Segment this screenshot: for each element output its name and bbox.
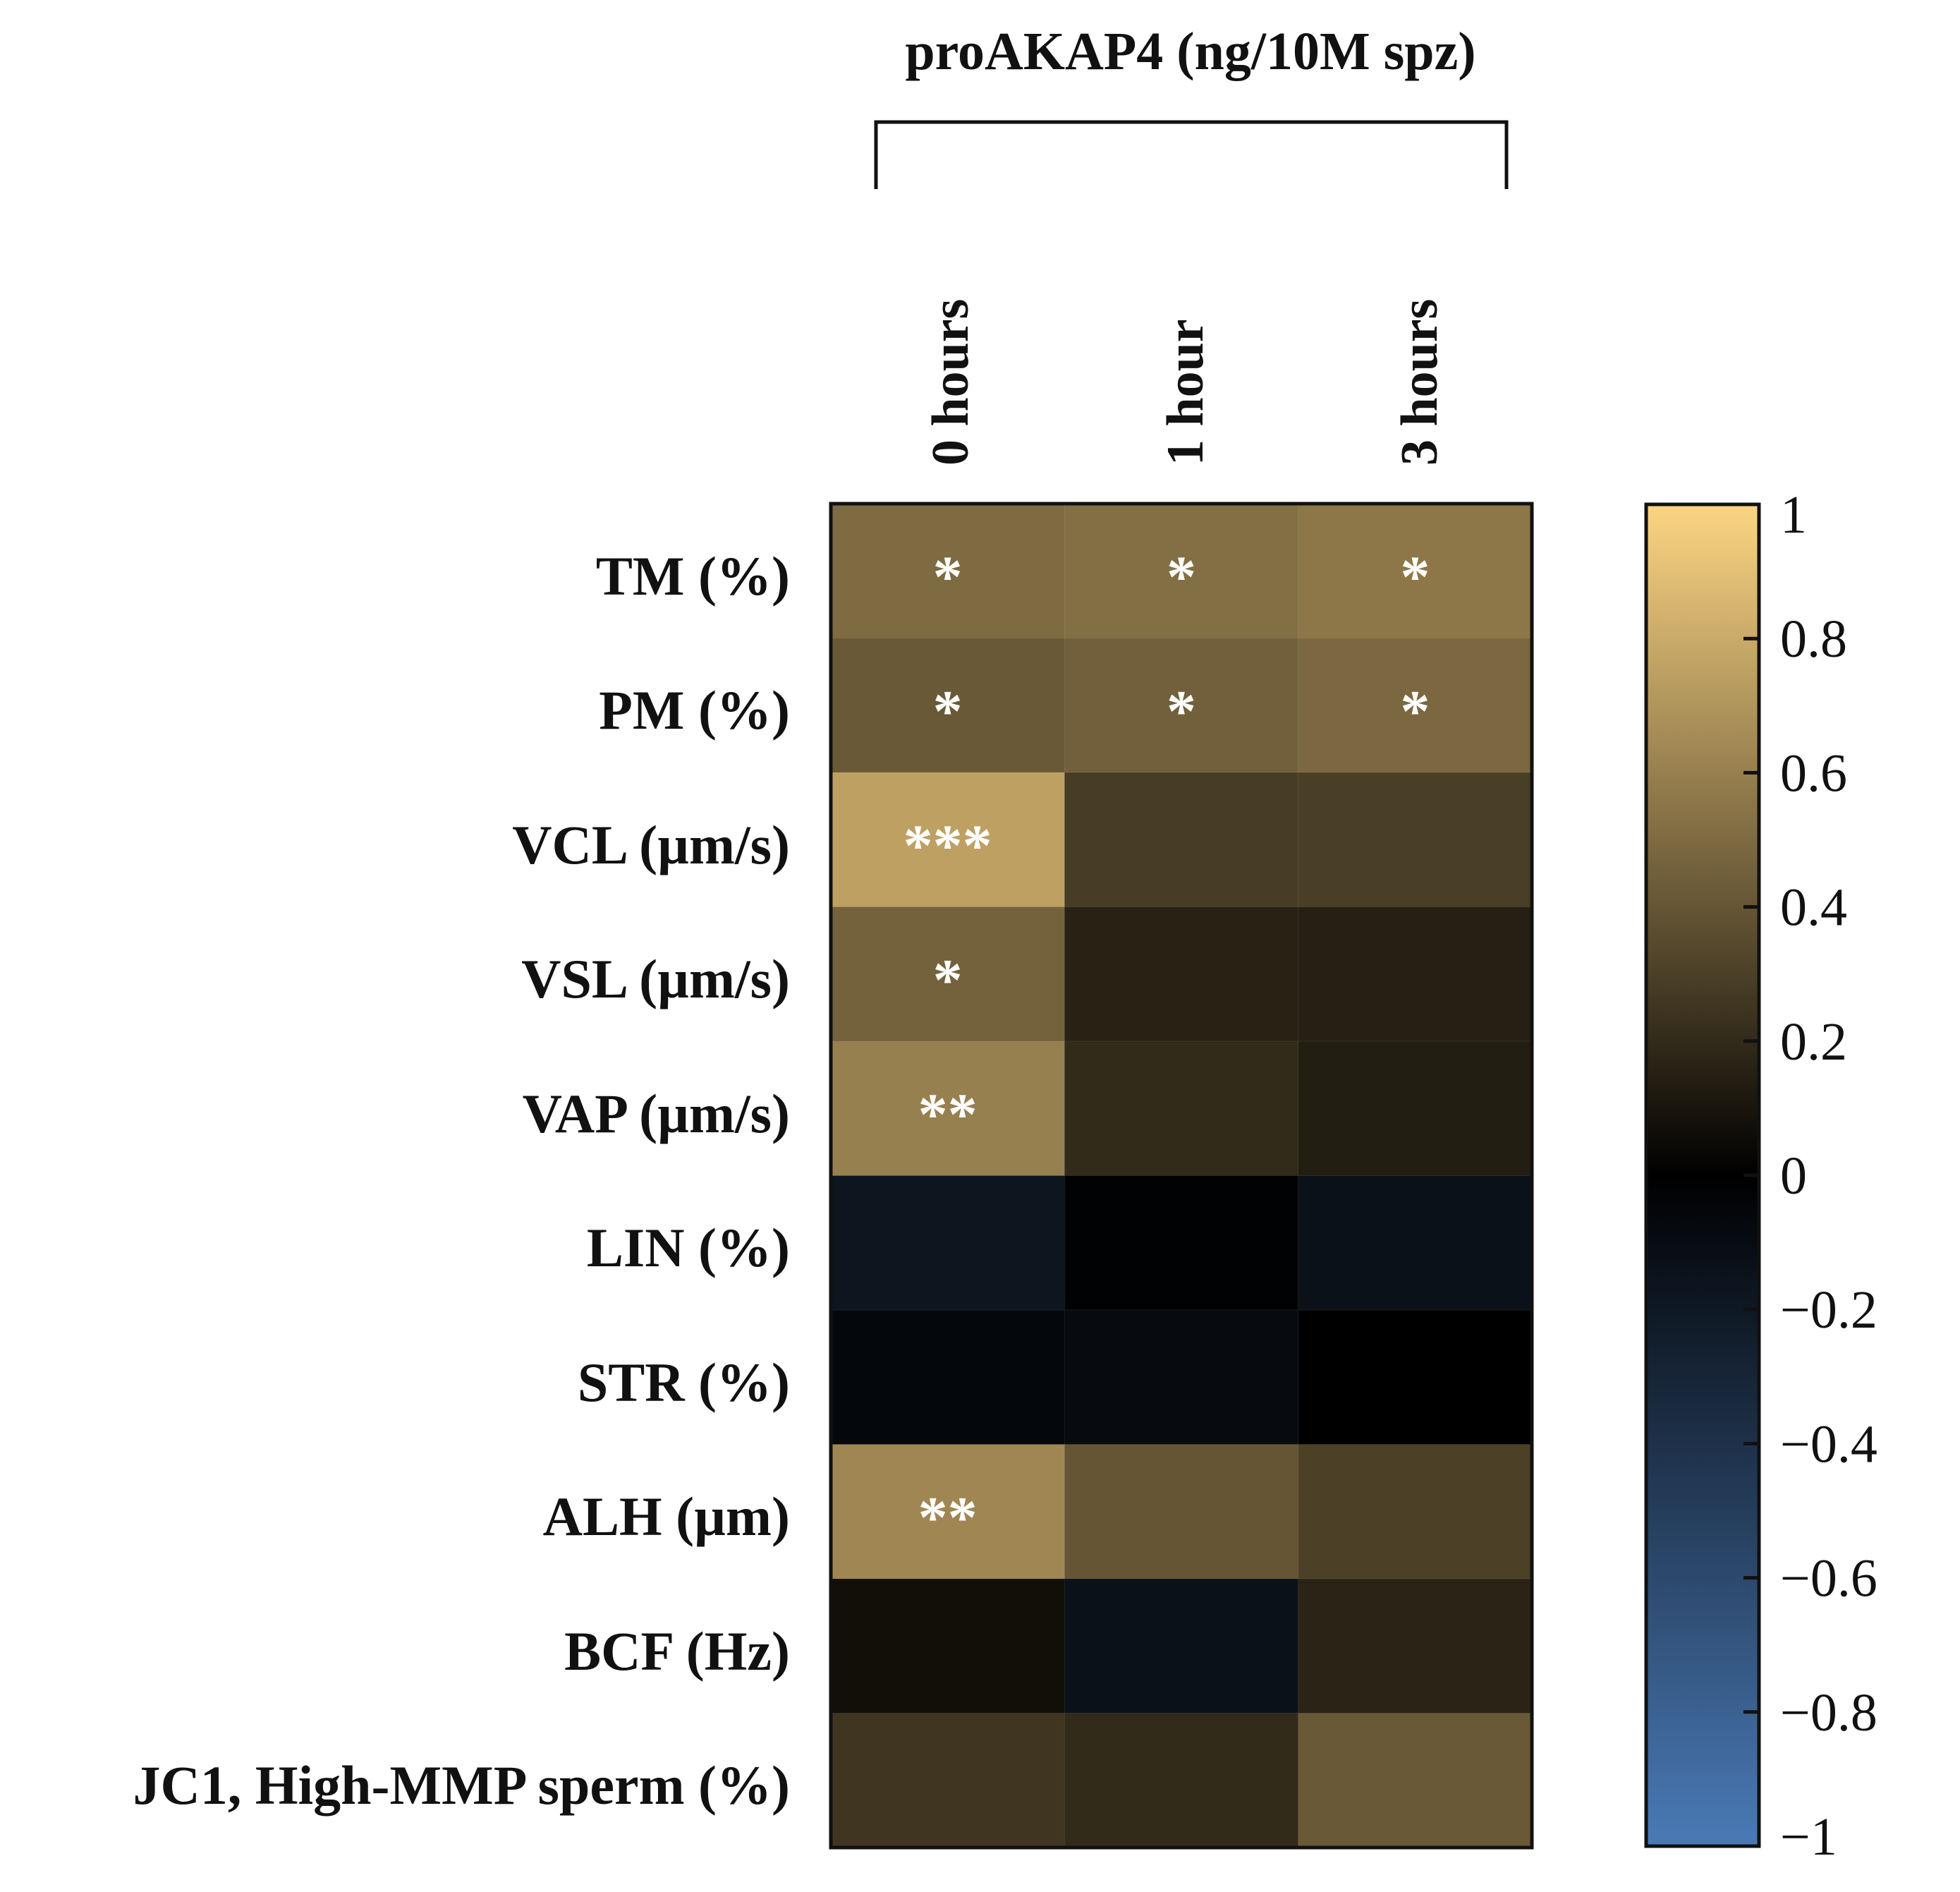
heatmap-border — [829, 502, 1534, 1850]
heatmap-cell — [1298, 1175, 1533, 1311]
significance-mark: * — [1400, 679, 1430, 744]
row-label: LIN (%) — [587, 1217, 790, 1278]
colorbar-tick-label: 0.8 — [1780, 610, 1847, 669]
row-label: VAP (µm/s) — [523, 1083, 790, 1144]
heatmap-cell — [1064, 638, 1299, 773]
colorbar-tick-label: −0.4 — [1780, 1414, 1877, 1474]
colorbar-tick-label: 0.2 — [1780, 1012, 1847, 1072]
heatmap-cell — [830, 1175, 1066, 1311]
significance-marks: * * ** * ********* — [903, 544, 1430, 1551]
heatmap-cell — [1064, 772, 1299, 908]
significance-mark: * — [933, 544, 963, 610]
heatmap-cell — [1298, 638, 1533, 773]
title-bracket — [874, 120, 1509, 189]
chart-title: proAKAP4 (ng/10M spz) — [905, 22, 1475, 81]
row-label: PM (%) — [599, 679, 790, 741]
heatmap-cell — [1298, 1578, 1533, 1714]
column-label: 1 hour — [1157, 319, 1215, 466]
significance-mark: * — [1167, 544, 1196, 610]
colorbar-tick-label: 0.6 — [1780, 744, 1847, 803]
heatmap-cell — [830, 772, 1066, 908]
heatmap-cell — [830, 1309, 1066, 1445]
column-label: 0 hours — [922, 299, 980, 466]
colorbar-ticks — [1743, 636, 1759, 1714]
heatmap-cell — [830, 1041, 1066, 1177]
colorbar-tick-label: 0.4 — [1780, 878, 1847, 938]
colorbar-tick-label: −0.2 — [1780, 1280, 1877, 1340]
significance-mark: * — [933, 947, 963, 1013]
row-label: STR (%) — [578, 1352, 790, 1413]
heatmap-cell — [1064, 1444, 1299, 1579]
heatmap-cell — [830, 906, 1066, 1042]
significance-mark: ** — [918, 1485, 978, 1551]
row-labels: TM (%) PM (%) VCL (µm/s) VSL (µm/s) VAP … — [133, 545, 790, 1816]
heatmap-cells — [830, 503, 1533, 1848]
heatmap-cell — [1064, 906, 1299, 1042]
row-label: VSL (µm/s) — [521, 948, 790, 1009]
significance-mark: * — [1400, 544, 1430, 610]
colorbar-tick-label: 1 — [1780, 485, 1807, 545]
heatmap-cell — [1298, 1713, 1533, 1848]
heatmap-cell — [1064, 1578, 1299, 1714]
significance-mark: * — [933, 679, 963, 744]
significance-mark: ** — [918, 1081, 978, 1147]
colorbar-tick-labels: 1 0.8 0.6 0.4 0.2 0 −0.2 −0.4 −0.6 −0.8 … — [1780, 485, 1877, 1867]
significance-mark: * — [1167, 679, 1196, 744]
row-label: ALH (µm) — [543, 1486, 790, 1547]
column-labels: 0 hours 1 hour 3 hours — [922, 299, 1449, 466]
colorbar-tick-label: −0.6 — [1780, 1549, 1877, 1608]
heatmap-cell — [1064, 1713, 1299, 1848]
row-label: TM (%) — [596, 545, 790, 607]
heatmap-cell — [1064, 1041, 1299, 1177]
row-label: VCL (µm/s) — [512, 814, 790, 875]
significance-mark: *** — [903, 813, 992, 878]
heatmap-cell — [830, 1713, 1066, 1848]
heatmap-cell — [1298, 772, 1533, 908]
heatmap-cell — [1298, 1309, 1533, 1445]
heatmap-cell — [830, 1444, 1066, 1579]
row-label: JC1, High-MMP sperm (%) — [133, 1754, 790, 1816]
heatmap-cell — [830, 1578, 1066, 1714]
colorbar-tick-label: 0 — [1780, 1146, 1807, 1206]
heatmap-cell — [1064, 503, 1299, 639]
heatmap-cell — [1064, 1309, 1299, 1445]
heatmap-cell — [830, 638, 1066, 773]
heatmap-cell — [1298, 906, 1533, 1042]
colorbar-tick-label: −0.8 — [1780, 1683, 1877, 1742]
heatmap-cell — [1298, 1041, 1533, 1177]
heatmap-cell — [1064, 1175, 1299, 1311]
colorbar-tick-label: −1 — [1780, 1807, 1837, 1867]
row-label: BCF (Hz) — [564, 1620, 790, 1682]
colorbar — [1644, 502, 1761, 1848]
column-label: 3 hours — [1391, 299, 1449, 466]
heatmap-cell — [1298, 1444, 1533, 1579]
heatmap-cell — [830, 503, 1066, 639]
